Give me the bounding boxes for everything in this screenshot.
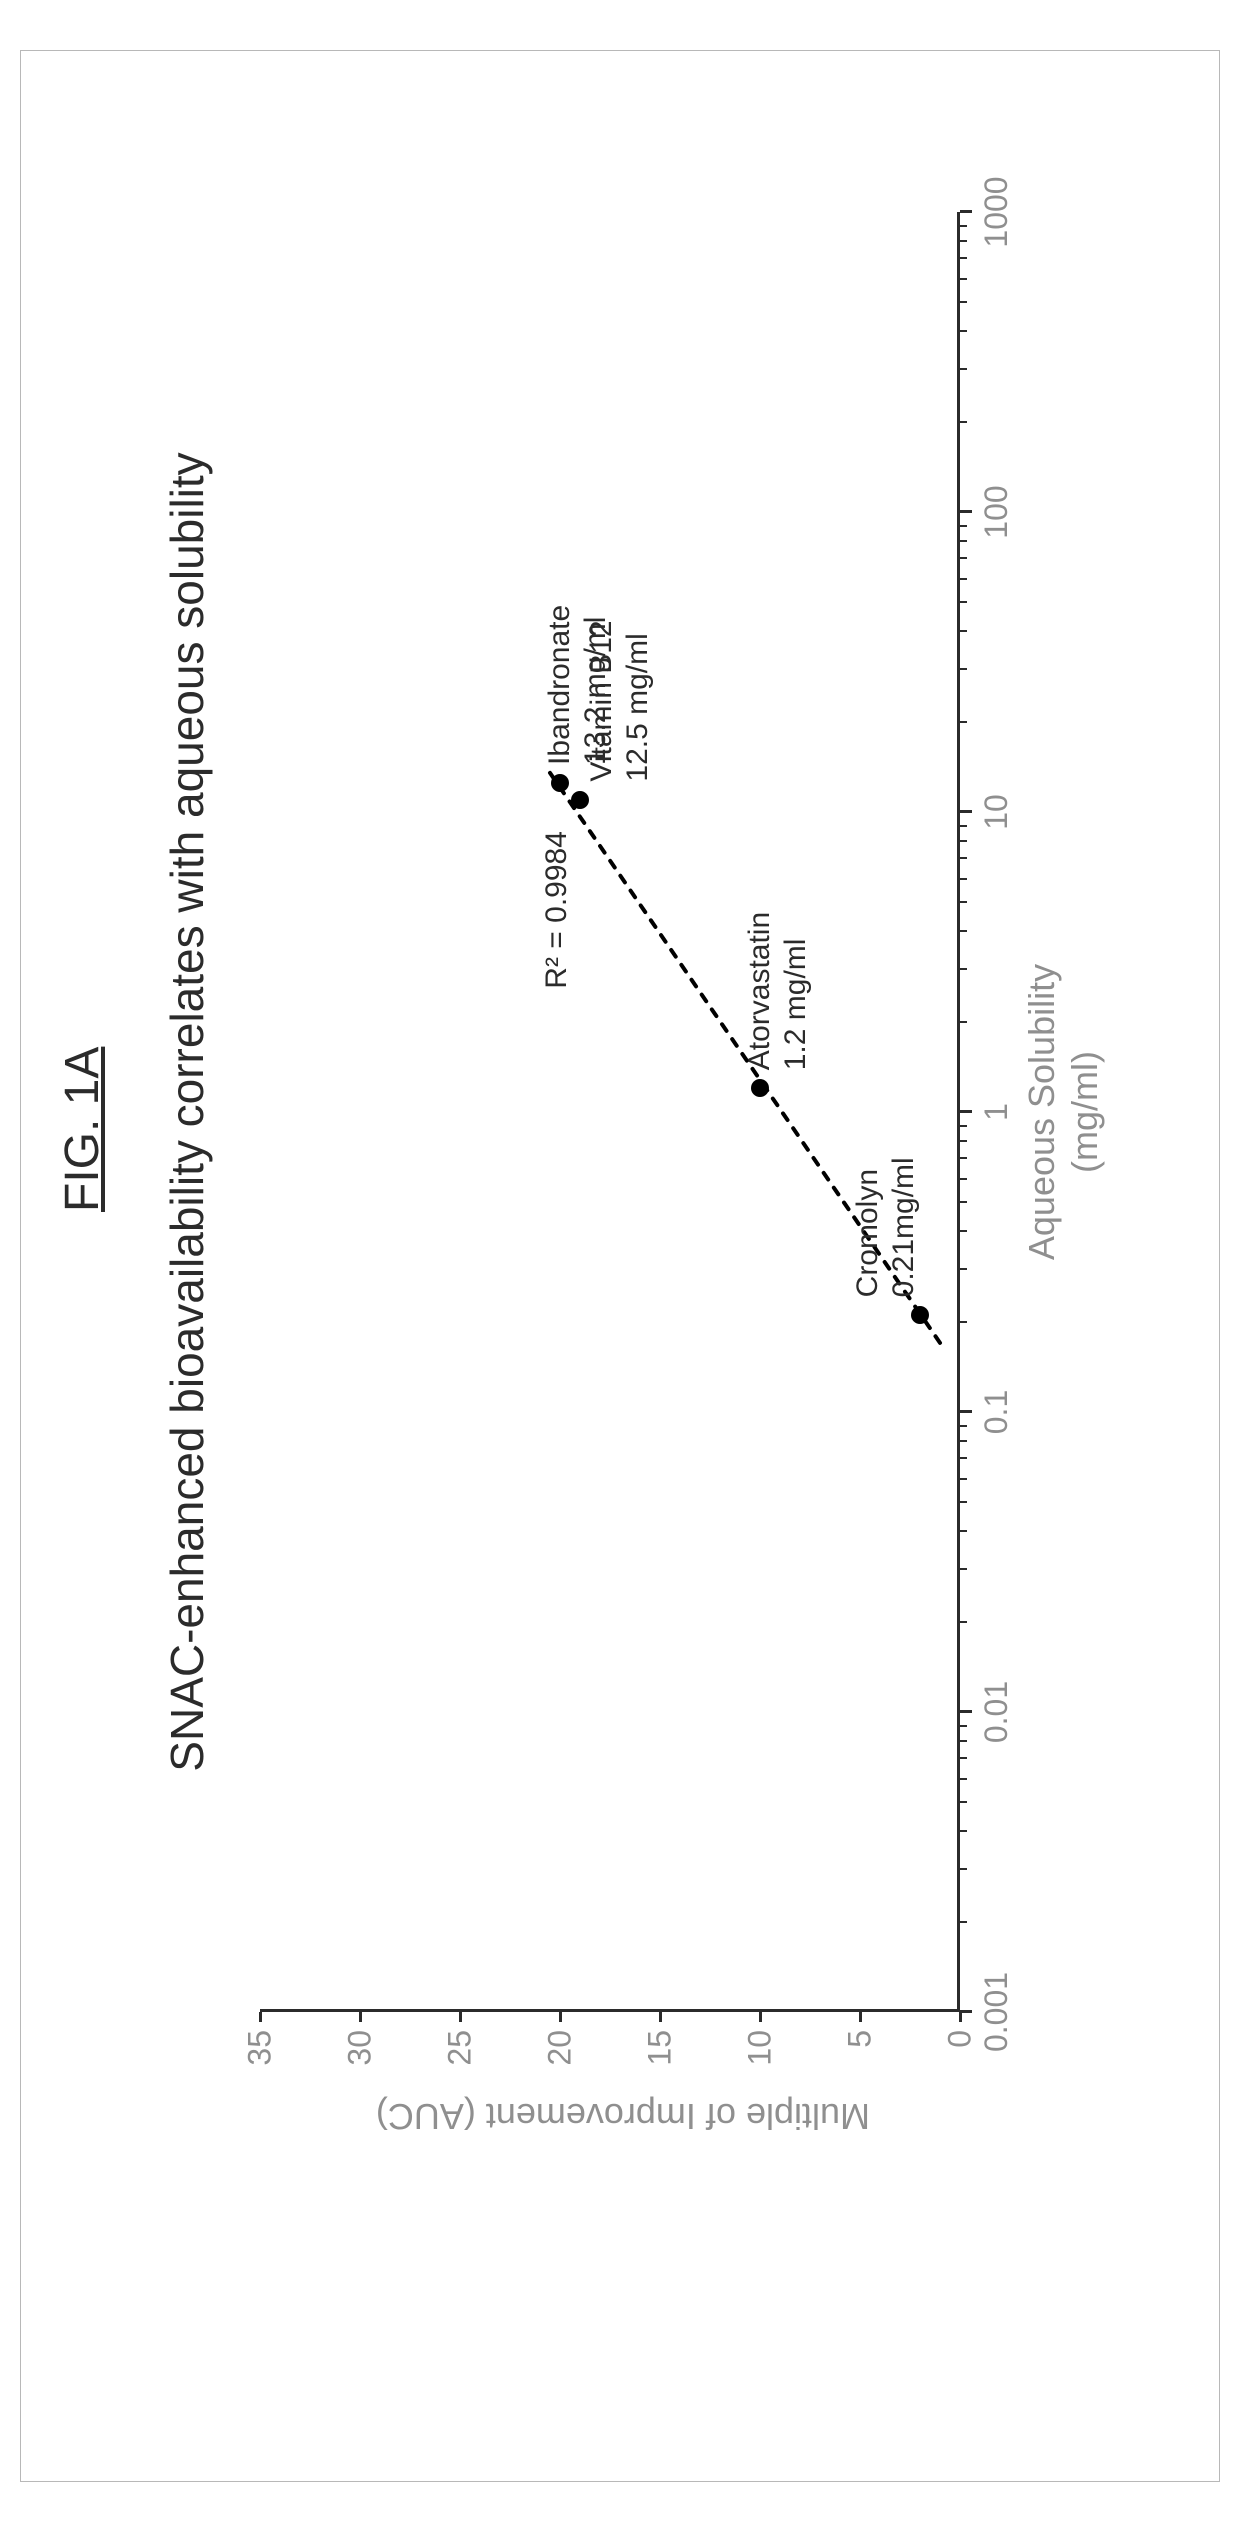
x-minor-tick [960, 1830, 967, 1832]
x-minor-tick [960, 1801, 967, 1803]
x-tick-mark [960, 210, 972, 213]
x-tick-mark [960, 2010, 972, 2013]
x-minor-tick [960, 525, 967, 527]
x-minor-tick [960, 1478, 967, 1480]
x-minor-tick [960, 1201, 967, 1203]
data-point-label: Atorvastatin1.2 mg/ml [742, 912, 814, 1070]
x-minor-tick [960, 901, 967, 903]
x-tick-label: 10 [978, 794, 1015, 830]
y-tick-label: 10 [742, 2030, 779, 2090]
x-minor-tick [960, 1425, 967, 1427]
y-tick-mark [659, 2012, 662, 2022]
data-point-cromolyn [911, 1306, 929, 1324]
x-tick-mark [960, 1110, 972, 1113]
figure-label: FIG. 1A [55, 1047, 110, 1212]
data-point-ibandronate [551, 774, 569, 792]
x-axis-title-line1: Aqueous Solubility [1021, 964, 1062, 1260]
y-tick-mark [459, 2012, 462, 2022]
x-minor-tick [960, 878, 967, 880]
x-tick-mark [960, 810, 972, 813]
x-tick-label: 1 [978, 1103, 1015, 1121]
x-axis-title-line2: (mg/ml) [1064, 1051, 1105, 1173]
trendline [260, 212, 960, 2012]
x-minor-tick [960, 240, 967, 242]
x-minor-tick [960, 225, 967, 227]
x-minor-tick [960, 1125, 967, 1127]
x-minor-tick [960, 330, 967, 332]
x-minor-tick [960, 1157, 967, 1159]
data-point-atorvastatin [751, 1079, 769, 1097]
plot-area: 051015202530350.0010.010.11101001000Crom… [260, 212, 960, 2012]
x-minor-tick [960, 1868, 967, 1870]
x-tick-label: 0.1 [978, 1390, 1015, 1434]
data-point-label: Ibandronate13.2 mg/ml [542, 605, 614, 765]
y-tick-label: 20 [542, 2030, 579, 2090]
y-tick-mark [759, 2012, 762, 2022]
x-minor-tick [960, 257, 967, 259]
x-minor-tick [960, 1530, 967, 1532]
x-minor-tick [960, 857, 967, 859]
y-tick-mark [359, 2012, 362, 2022]
x-minor-tick [960, 968, 967, 970]
x-minor-tick [960, 721, 967, 723]
x-minor-tick [960, 540, 967, 542]
x-minor-tick [960, 1230, 967, 1232]
x-minor-tick [960, 421, 967, 423]
y-tick-label: 30 [342, 2030, 379, 2090]
x-tick-mark [960, 1710, 972, 1713]
rotated-page: FIG. 1A SNAC-enhanced bioavailability co… [0, 1292, 1240, 2532]
x-minor-tick [960, 1440, 967, 1442]
y-tick-mark [859, 2012, 862, 2022]
x-minor-tick [960, 1021, 967, 1023]
y-tick-mark [559, 2012, 562, 2022]
r-squared-label: R² = 0.9984 [540, 831, 574, 989]
x-minor-tick [960, 301, 967, 303]
x-minor-tick [960, 1921, 967, 1923]
x-tick-label: 0.001 [978, 1972, 1015, 2052]
x-minor-tick [960, 578, 967, 580]
x-minor-tick [960, 1457, 967, 1459]
x-minor-tick [960, 825, 967, 827]
x-minor-tick [960, 1725, 967, 1727]
x-minor-tick [960, 1568, 967, 1570]
drawing-surface: FIG. 1A SNAC-enhanced bioavailability co… [0, 0, 1240, 2532]
x-minor-tick [960, 1740, 967, 1742]
x-tick-mark [960, 510, 972, 513]
y-tick-label: 0 [942, 2030, 979, 2090]
y-axis-title: Multiple of Improvement (AUC) [376, 2095, 870, 2137]
y-tick-label: 25 [442, 2030, 479, 2090]
x-tick-mark [960, 1410, 972, 1413]
x-minor-tick [960, 1621, 967, 1623]
x-minor-tick [960, 668, 967, 670]
x-minor-tick [960, 1268, 967, 1270]
x-minor-tick [960, 557, 967, 559]
x-minor-tick [960, 630, 967, 632]
data-point-label: Cromolyn0.21mg/ml [850, 1157, 922, 1297]
x-minor-tick [960, 1757, 967, 1759]
data-point-vitamin-b12 [571, 791, 589, 809]
x-tick-label: 100 [978, 485, 1015, 538]
y-tick-mark [259, 2012, 262, 2022]
x-minor-tick [960, 1501, 967, 1503]
x-minor-tick [960, 1140, 967, 1142]
x-minor-tick [960, 1778, 967, 1780]
x-minor-tick [960, 1321, 967, 1323]
x-minor-tick [960, 601, 967, 603]
y-tick-label: 15 [642, 2030, 679, 2090]
x-tick-label: 0.01 [978, 1681, 1015, 1743]
x-minor-tick [960, 368, 967, 370]
x-minor-tick [960, 840, 967, 842]
y-tick-label: 35 [242, 2030, 279, 2090]
x-minor-tick [960, 1178, 967, 1180]
x-tick-label: 1000 [978, 176, 1015, 247]
x-minor-tick [960, 278, 967, 280]
chart-title: SNAC-enhanced bioavailability correlates… [160, 212, 214, 2012]
y-tick-label: 5 [842, 2030, 879, 2090]
y-tick-mark [959, 2012, 962, 2022]
x-axis-title: Aqueous Solubility (mg/ml) [1020, 932, 1106, 1292]
x-minor-tick [960, 930, 967, 932]
